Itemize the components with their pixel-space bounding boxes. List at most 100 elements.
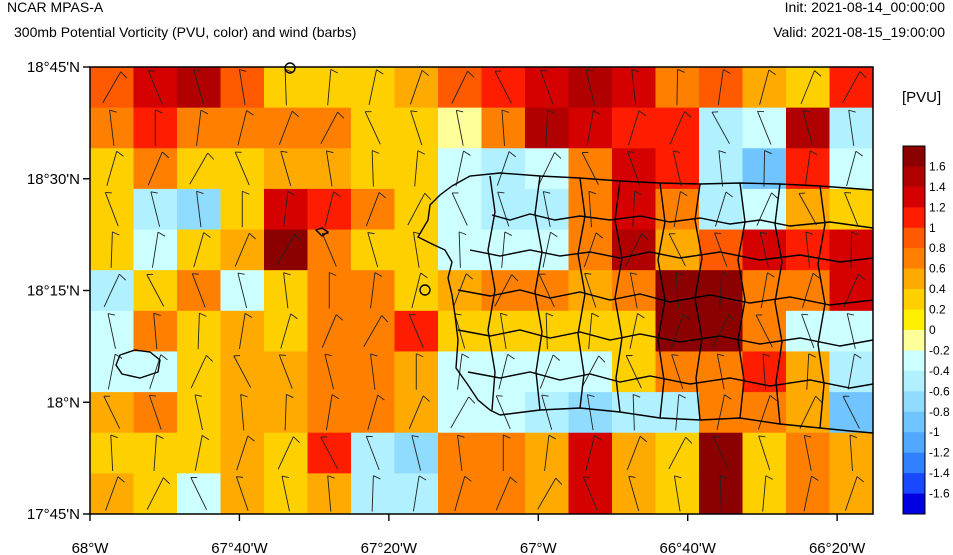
wind-barb-feather <box>153 312 161 317</box>
wind-barb-feather <box>454 313 462 316</box>
wind-barb-feather <box>117 476 125 483</box>
wind-barb <box>759 232 769 268</box>
wind-barb-feather <box>283 272 291 276</box>
wind-barb <box>325 394 333 431</box>
colorbar-swatch <box>903 330 925 351</box>
wind-barb-feather <box>422 395 431 402</box>
wind-barb <box>542 191 551 227</box>
wind-barb <box>712 314 730 348</box>
wind-barb <box>629 313 638 349</box>
wind-barb <box>632 394 635 431</box>
wind-barb <box>283 191 289 228</box>
wind-barb-feather <box>851 231 859 236</box>
wind-barb-feather <box>719 475 728 479</box>
wind-barb <box>842 396 860 429</box>
wind-barb-feather <box>855 150 863 157</box>
wind-barb-feather <box>673 150 681 153</box>
wind-barb <box>588 191 592 228</box>
wind-barb <box>672 150 682 187</box>
wind-barbs <box>102 68 867 512</box>
wind-barb-feather <box>500 312 508 316</box>
colorbar-label: 1.2 <box>929 200 946 214</box>
wind-barb-feather <box>804 434 812 438</box>
wind-barb-feather <box>723 69 731 74</box>
wind-barb-feather <box>630 272 638 275</box>
wind-barb-feather <box>671 354 679 356</box>
wind-barb <box>411 435 422 471</box>
wind-barb <box>712 436 729 470</box>
wind-barb <box>805 231 811 268</box>
wind-barb-feather <box>324 353 332 357</box>
wind-barb <box>238 313 246 349</box>
wind-barb-feather <box>333 191 341 197</box>
wind-barb <box>625 233 643 267</box>
wind-barb <box>849 435 853 472</box>
wind-barb <box>278 354 293 389</box>
wind-barb <box>196 110 202 146</box>
colorbar-label: -1.2 <box>929 446 950 460</box>
wind-barb-feather <box>161 151 170 159</box>
wind-barb <box>669 111 685 145</box>
wind-barb-feather <box>461 353 470 359</box>
coastline-and-borders <box>115 62 874 434</box>
wind-barb <box>758 435 771 471</box>
wind-barb-feather <box>724 394 732 400</box>
wind-barb-feather <box>286 394 294 399</box>
wind-barb-feather <box>803 110 810 113</box>
wind-barb <box>233 355 252 388</box>
wind-barb-feather <box>367 232 375 235</box>
wind-barb-feather <box>456 109 464 113</box>
wind-barb <box>190 477 208 511</box>
wind-barb-feather <box>410 110 418 113</box>
wind-barb-feather <box>281 475 289 479</box>
wind-barb-feather <box>508 151 517 158</box>
pv-colorbar: 1.6 1.4 1.2 1 0.8 0.6 0.4 0.2 0 -0.2 -0.4 -0.6 -0.8 -… <box>902 145 950 515</box>
colorbar-swatch <box>903 166 925 188</box>
wind-barb <box>718 150 724 187</box>
wind-barb <box>501 231 506 268</box>
lon-label: 66°40'W <box>660 540 717 555</box>
wind-barb <box>586 110 594 146</box>
colorbar-swatch <box>903 493 925 515</box>
wind-barb <box>102 71 122 104</box>
colorbar-swatch <box>903 248 925 269</box>
wind-barb-feather <box>511 274 519 282</box>
wind-barb-feather <box>244 312 253 318</box>
wind-barb-feather <box>554 152 562 159</box>
wind-barb-feather <box>598 355 606 363</box>
wind-barb <box>763 150 766 187</box>
wind-barb <box>103 396 121 429</box>
wind-barb <box>327 475 332 512</box>
wind-barb-feather <box>808 353 816 358</box>
field-title: 300mb Potential Vorticity (PVU, color) a… <box>14 24 357 40</box>
wind-barb-feather <box>337 111 345 119</box>
lon-label: 67°W <box>520 540 558 555</box>
wind-barb <box>585 69 595 105</box>
wind-barb-feather <box>248 232 257 240</box>
wind-barb-feather <box>627 151 635 153</box>
wind-barb <box>240 394 245 431</box>
wind-barb <box>719 272 723 309</box>
wind-barb-feather <box>160 354 168 361</box>
wind-barb-feather <box>814 70 822 77</box>
wind-barb <box>806 353 810 390</box>
lat-labels: 18°45'N 18°30'N 18°15'N 18°N 17°45'N <box>27 59 80 523</box>
wind-barb-feather <box>584 272 592 275</box>
wind-barb <box>197 313 200 350</box>
wind-barb <box>414 150 419 187</box>
wind-barb <box>107 313 116 349</box>
wind-barb-feather <box>120 71 128 79</box>
wind-barb-feather <box>156 434 164 439</box>
wind-barb <box>238 69 246 106</box>
wind-barb <box>582 476 598 511</box>
wind-barb <box>153 435 157 472</box>
wind-barb <box>675 394 680 431</box>
wind-barb <box>673 475 681 512</box>
wind-barb-feather <box>193 69 201 72</box>
wind-barb-feather <box>114 353 123 359</box>
wind-barb <box>799 396 817 429</box>
colorbar-swatch <box>903 289 925 310</box>
wind-barb-feather <box>769 395 778 402</box>
wind-barb-feather <box>157 231 166 237</box>
wind-barb-feather <box>207 152 215 160</box>
